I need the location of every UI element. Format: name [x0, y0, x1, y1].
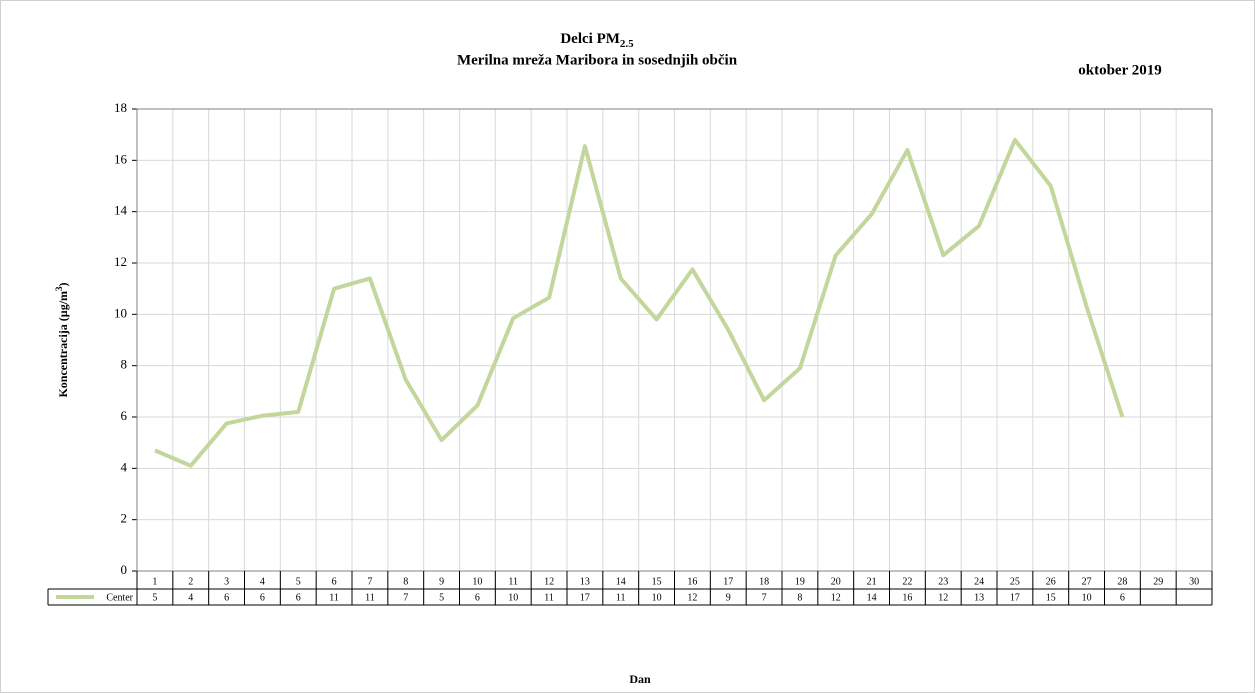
- table-value: 5: [439, 592, 444, 603]
- table-value: 7: [762, 592, 767, 603]
- x-tick-label: 3: [224, 576, 229, 587]
- x-tick-label: 1: [152, 576, 157, 587]
- x-tick-label: 20: [831, 576, 841, 587]
- x-tick-label: 17: [723, 576, 733, 587]
- table-value: 13: [974, 592, 984, 603]
- x-tick-label: 21: [867, 576, 877, 587]
- table-value: 16: [902, 592, 912, 603]
- table-value: 10: [508, 592, 518, 603]
- x-tick-label: 26: [1046, 576, 1056, 587]
- x-tick-label: 18: [759, 576, 769, 587]
- x-tick-label: 23: [938, 576, 948, 587]
- table-value: 12: [687, 592, 697, 603]
- x-tick-label: 9: [439, 576, 444, 587]
- x-tick-label: 6: [332, 576, 337, 587]
- table-value: 10: [652, 592, 662, 603]
- table-value: 8: [797, 592, 802, 603]
- y-tick-label: 14: [114, 203, 128, 218]
- y-tick-label: 10: [114, 305, 127, 320]
- y-tick-label: 8: [121, 357, 128, 372]
- y-label-end: ): [56, 282, 70, 286]
- y-label-text: Koncentracija (µg/m: [56, 291, 70, 398]
- legend-label: Center: [106, 592, 133, 603]
- chart-title: Delci PM2.5: [560, 31, 634, 49]
- y-tick-label: 18: [114, 100, 127, 115]
- x-tick-label: 14: [616, 576, 626, 587]
- series-line: [154, 137, 1125, 468]
- period: oktober 2019: [1078, 62, 1161, 78]
- table-value: 11: [329, 592, 339, 603]
- x-tick-label: 7: [367, 576, 372, 587]
- x-tick-label: 4: [260, 576, 265, 587]
- x-tick-label: 5: [296, 576, 301, 587]
- x-tick-label: 10: [472, 576, 482, 587]
- table-value: 12: [831, 592, 841, 603]
- table-value: 17: [580, 592, 590, 603]
- chart-subtitle: Merilna mreža Maribora in sosednjih obči…: [457, 52, 738, 68]
- y-label-sup: 3: [54, 286, 64, 291]
- table-value: 10: [1082, 592, 1092, 603]
- title-subscript: 2.5: [620, 38, 634, 50]
- y-tick-label: 4: [121, 459, 128, 474]
- x-tick-label: 15: [652, 576, 662, 587]
- y-tick-label: 0: [121, 562, 128, 577]
- x-tick-label: 30: [1189, 576, 1199, 587]
- y-axis-label: Koncentracija (µg/m3): [54, 282, 70, 397]
- x-tick-label: 24: [974, 576, 984, 587]
- y-tick-label: 16: [114, 151, 128, 166]
- x-tick-label: 2: [188, 576, 193, 587]
- x-tick-label: 19: [795, 576, 805, 587]
- x-tick-label: 25: [1010, 576, 1020, 587]
- x-tick-label: 13: [580, 576, 590, 587]
- x-tick-label: 22: [902, 576, 912, 587]
- x-tick-label: 11: [508, 576, 518, 587]
- table-value: 6: [475, 592, 480, 603]
- table-value: 5: [152, 592, 157, 603]
- table-value: 9: [726, 592, 731, 603]
- x-tick-label: 27: [1082, 576, 1092, 587]
- table-value: 11: [616, 592, 626, 603]
- table-value: 12: [938, 592, 948, 603]
- x-tick-label: 8: [403, 576, 408, 587]
- table-value: 17: [1010, 592, 1020, 603]
- table-value: 6: [1120, 592, 1125, 603]
- table-value: 11: [365, 592, 375, 603]
- x-tick-label: 28: [1117, 576, 1127, 587]
- y-tick-label: 12: [114, 254, 127, 269]
- table-value: 15: [1046, 592, 1056, 603]
- x-tick-label: 12: [544, 576, 554, 587]
- table-value: 11: [544, 592, 554, 603]
- x-axis-label: Dan: [629, 672, 651, 686]
- x-tick-label: 16: [687, 576, 697, 587]
- title-text: Delci PM: [560, 31, 620, 47]
- table-value: 14: [867, 592, 877, 603]
- table-value: 4: [188, 592, 193, 603]
- y-tick-label: 6: [121, 408, 128, 423]
- table-value: 6: [260, 592, 265, 603]
- table-value: 6: [296, 592, 301, 603]
- y-tick-label: 2: [121, 511, 128, 526]
- x-tick-label: 29: [1153, 576, 1163, 587]
- table-value: 6: [224, 592, 229, 603]
- table-value: 7: [403, 592, 408, 603]
